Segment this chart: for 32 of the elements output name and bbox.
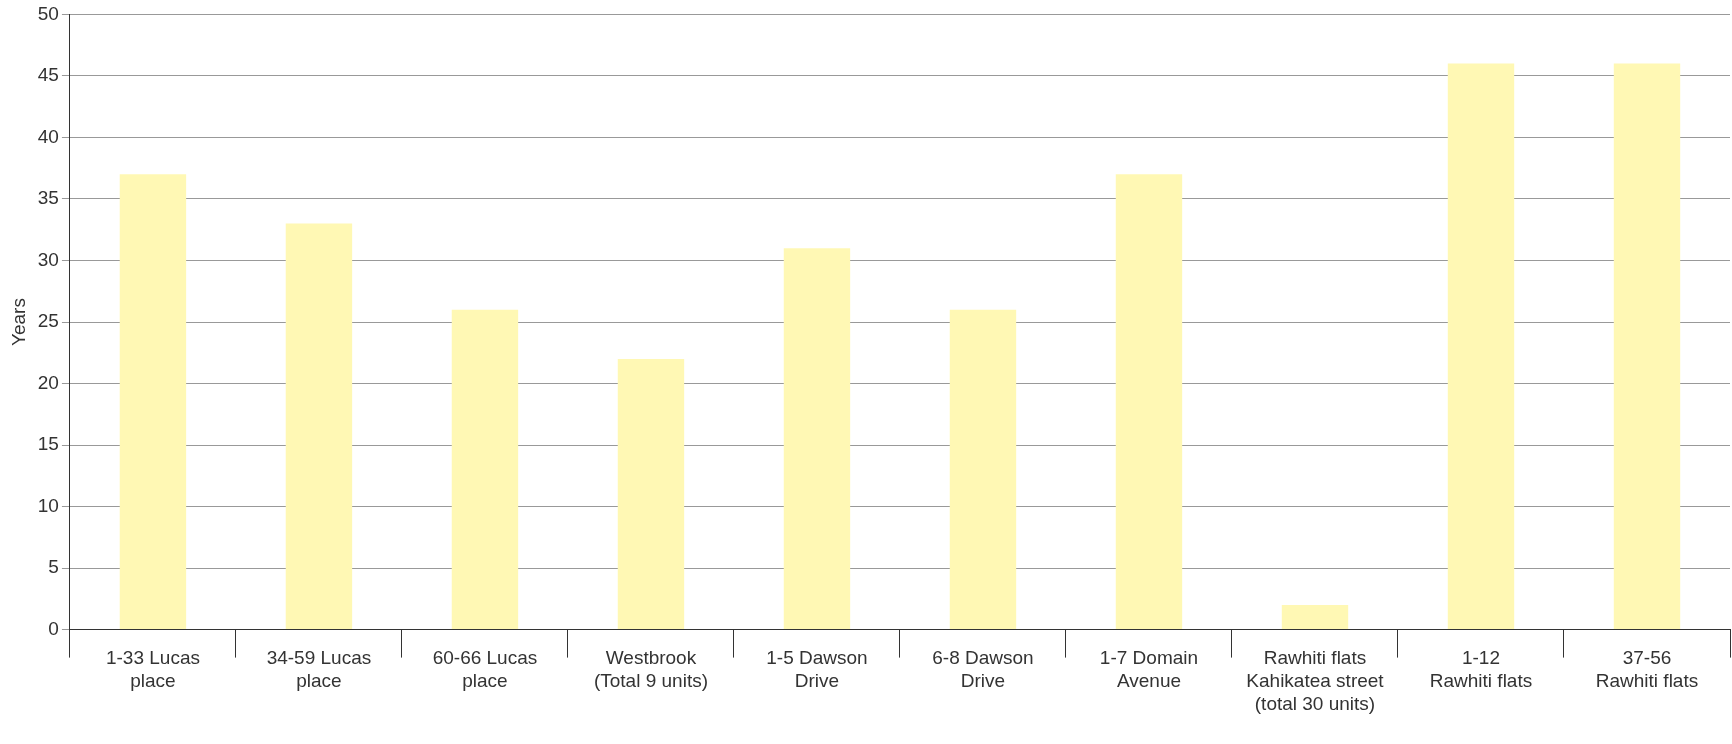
x-tick-label: 34-59 Lucas place [266, 647, 372, 692]
y-tick-label: 25 [37, 310, 59, 332]
bar [1281, 604, 1349, 630]
bar [1613, 63, 1681, 630]
bar [1115, 174, 1183, 630]
y-tick-label: 30 [37, 248, 59, 270]
x-tick-label: 37-56 Rawhiti flats [1595, 647, 1699, 692]
y-tick-label: 45 [37, 64, 59, 86]
bar [119, 174, 187, 630]
y-tick-label: 35 [37, 187, 59, 209]
y-axis-title: Years [7, 298, 29, 346]
y-tick-label: 20 [37, 371, 59, 393]
x-tick-label: 6-8 Dawson Drive [932, 647, 1034, 692]
y-tick-label: 5 [48, 556, 59, 578]
y-tick-label: 10 [37, 494, 59, 516]
x-tick-label: 1-5 Dawson Drive [766, 647, 868, 692]
x-tick-label: Rawhiti flats Kahikatea street (total 30 units) [1246, 647, 1385, 714]
bar [285, 223, 353, 630]
y-tick-label: 40 [37, 125, 59, 147]
bar [949, 309, 1017, 630]
bar [451, 309, 519, 630]
y-tick-label: 15 [37, 433, 59, 455]
bar [617, 358, 685, 630]
x-tick-label: 1-7 Domain Avenue [1099, 647, 1199, 692]
bar [1447, 63, 1515, 630]
y-tick-label: 0 [48, 617, 59, 639]
x-tick-label: 1-33 Lucas place [105, 647, 200, 692]
x-tick-label: 60-66 Lucas place [432, 647, 538, 692]
x-tick-label: Westbrook (Total 9 units) [593, 647, 708, 692]
bar [783, 248, 851, 630]
x-tick-label: 1-12 Rawhiti flats [1429, 647, 1533, 692]
y-tick-label: 50 [37, 2, 59, 24]
